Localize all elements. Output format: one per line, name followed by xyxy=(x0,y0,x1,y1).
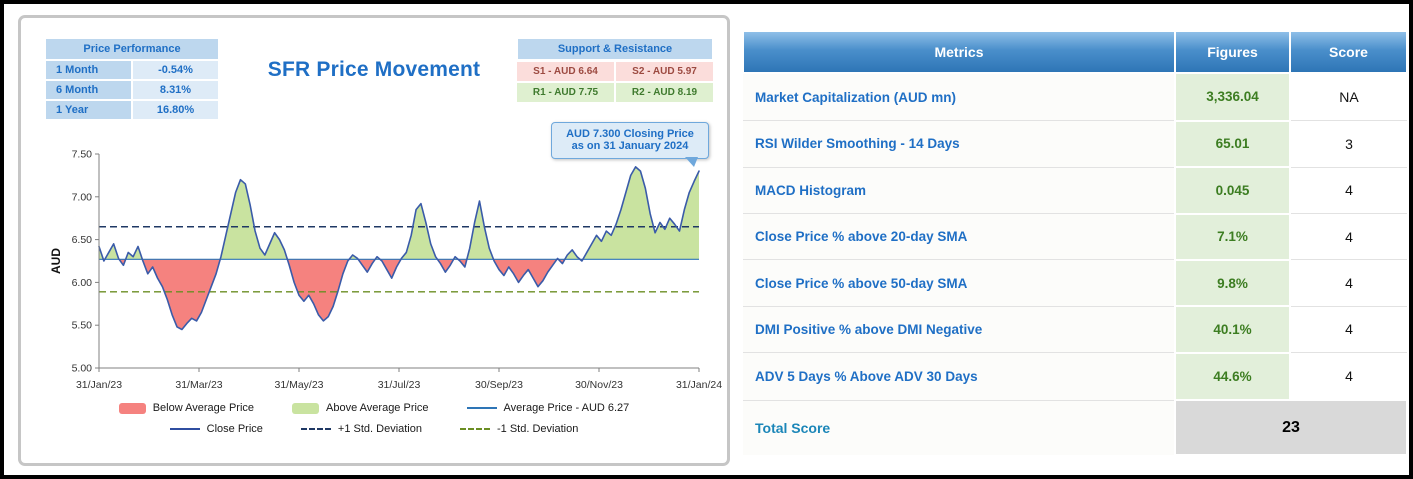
metric-figure: 3,336.04 xyxy=(1174,73,1291,122)
legend-row-2: Close Price +1 Std. Deviation -1 Std. De… xyxy=(21,423,727,435)
table-row: DMI Positive % above DMI Negative 40.1% … xyxy=(743,306,1407,354)
support-1-cell: S1 - AUD 6.64 xyxy=(517,62,614,81)
total-score-label: Total Score xyxy=(743,400,1175,455)
metric-figure: 9.8% xyxy=(1174,259,1291,308)
table-row: MACD Histogram 0.045 4 xyxy=(743,167,1407,215)
metric-score: NA xyxy=(1290,73,1407,122)
support-resistance-grid: S1 - AUD 6.64 S2 - AUD 5.97 R1 - AUD 7.7… xyxy=(517,62,713,102)
below-average-swatch-icon xyxy=(118,402,146,414)
svg-text:7.50: 7.50 xyxy=(72,149,93,161)
price-chart-svg: 5.00 5.50 6.00 6.50 7.00 7.50 31/Jan/23 31/Mar/… xyxy=(49,149,722,392)
metric-score: 3 xyxy=(1290,120,1407,168)
chart-legend: Below Average Price Above Average Price … xyxy=(21,402,727,444)
metric-label: DMI Positive % above DMI Negative xyxy=(743,306,1175,354)
callout-line1: AUD 7.300 Closing Price xyxy=(566,128,694,140)
average-price-swatch-icon xyxy=(466,407,497,409)
pp-1-year-label: 1 Year xyxy=(45,100,132,120)
legend-label: Average Price - AUD 6.27 xyxy=(503,402,630,414)
header-score: Score xyxy=(1289,30,1408,74)
table-row: Close Price % above 50-day SMA 9.8% 4 xyxy=(743,259,1407,308)
above-average-swatch-icon xyxy=(292,402,320,414)
support-resistance-table: Support & Resistance S1 - AUD 6.64 S2 - … xyxy=(517,38,713,102)
support-2-cell: S2 - AUD 5.97 xyxy=(616,62,713,81)
metric-score: 4 xyxy=(1290,306,1407,354)
closing-price-callout: AUD 7.300 Closing Price as on 31 January… xyxy=(551,122,709,167)
svg-text:31/May/23: 31/May/23 xyxy=(274,379,323,391)
svg-text:30/Sep/23: 30/Sep/23 xyxy=(475,379,523,391)
legend-item-minus-std: -1 Std. Deviation xyxy=(460,423,578,435)
callout-line2: as on 31 January 2024 xyxy=(571,140,689,152)
metric-score: 4 xyxy=(1290,213,1407,261)
legend-label: -1 Std. Deviation xyxy=(497,423,579,435)
chart-title: SFR Price Movement xyxy=(267,58,481,81)
svg-text:31/Jan/23: 31/Jan/23 xyxy=(76,379,122,391)
metric-label: Close Price % above 50-day SMA xyxy=(743,259,1175,307)
pp-6-month-value: 8.31% xyxy=(132,80,219,100)
table-row: RSI Wilder Smoothing - 14 Days 65.01 3 xyxy=(743,120,1407,169)
price-performance-row: 1 Month -0.54% xyxy=(45,60,219,80)
svg-text:6.50: 6.50 xyxy=(72,234,93,246)
price-movement-panel: Price Performance 1 Month -0.54% 6 Month… xyxy=(18,15,730,466)
support-resistance-title: Support & Resistance xyxy=(517,38,713,60)
metric-label: Close Price % above 20-day SMA xyxy=(743,213,1175,261)
svg-text:31/Jan/24: 31/Jan/24 xyxy=(676,379,722,391)
metric-figure: 7.1% xyxy=(1174,213,1291,261)
metrics-panel: Metrics Figures Score Market Capitalizat… xyxy=(742,30,1408,456)
metric-score: 4 xyxy=(1290,352,1407,401)
legend-label: Above Average Price xyxy=(326,402,429,414)
legend-item-above-average: Above Average Price xyxy=(292,402,429,414)
metric-figure: 65.01 xyxy=(1174,120,1291,169)
svg-text:5.00: 5.00 xyxy=(72,363,93,375)
pp-1-month-value: -0.54% xyxy=(132,60,219,80)
total-score-row: Total Score 23 xyxy=(743,399,1408,456)
metric-label: ADV 5 Days % Above ADV 30 Days xyxy=(743,352,1175,401)
svg-text:AUD: AUD xyxy=(49,248,63,274)
svg-text:5.50: 5.50 xyxy=(72,320,93,332)
metric-figure: 40.1% xyxy=(1174,306,1291,354)
metric-score: 4 xyxy=(1290,259,1407,307)
legend-label: Below Average Price xyxy=(152,402,255,414)
metric-figure: 0.045 xyxy=(1174,167,1291,215)
metrics-table: Metrics Figures Score Market Capitalizat… xyxy=(742,30,1408,456)
resistance-1-cell: R1 - AUD 7.75 xyxy=(517,83,614,102)
legend-label: Close Price xyxy=(206,423,263,435)
resistance-2-cell: R2 - AUD 8.19 xyxy=(616,83,713,102)
table-row: ADV 5 Days % Above ADV 30 Days 44.6% 4 xyxy=(743,352,1407,402)
pp-1-month-label: 1 Month xyxy=(45,60,132,80)
minus-std-swatch-icon xyxy=(460,428,490,430)
metric-score: 4 xyxy=(1290,167,1407,215)
metric-label: RSI Wilder Smoothing - 14 Days xyxy=(743,120,1175,168)
header-figures: Figures xyxy=(1174,30,1291,74)
legend-row-1: Below Average Price Above Average Price … xyxy=(21,402,727,414)
metric-figure: 44.6% xyxy=(1174,352,1291,402)
legend-item-plus-std: +1 Std. Deviation xyxy=(300,423,422,435)
metrics-header-row: Metrics Figures Score xyxy=(742,30,1408,74)
svg-text:31/Jul/23: 31/Jul/23 xyxy=(378,379,421,391)
header-metrics: Metrics xyxy=(742,30,1176,74)
pp-1-year-value: 16.80% xyxy=(132,100,219,120)
metric-label: Market Capitalization (AUD mn) xyxy=(743,73,1175,122)
legend-item-average-price: Average Price - AUD 6.27 xyxy=(466,402,630,414)
close-price-swatch-icon xyxy=(169,428,200,430)
legend-item-below-average: Below Average Price xyxy=(118,402,255,414)
price-performance-row: 6 Month 8.31% xyxy=(45,80,219,100)
total-score-value: 23 xyxy=(1174,399,1408,456)
price-performance-table: Price Performance 1 Month -0.54% 6 Month… xyxy=(45,38,219,120)
plus-std-swatch-icon xyxy=(300,428,331,430)
legend-label: +1 Std. Deviation xyxy=(337,423,422,435)
svg-text:30/Nov/23: 30/Nov/23 xyxy=(575,379,623,391)
table-row: Market Capitalization (AUD mn) 3,336.04 … xyxy=(743,73,1407,122)
legend-item-close-price: Close Price xyxy=(169,423,263,435)
table-row: Close Price % above 20-day SMA 7.1% 4 xyxy=(743,213,1407,261)
pp-6-month-label: 6 Month xyxy=(45,80,132,100)
price-performance-row: 1 Year 16.80% xyxy=(45,100,219,120)
metric-label: MACD Histogram xyxy=(743,167,1175,215)
svg-text:6.00: 6.00 xyxy=(72,277,93,289)
svg-text:31/Mar/23: 31/Mar/23 xyxy=(175,379,222,391)
price-performance-title: Price Performance xyxy=(45,38,219,60)
svg-text:7.00: 7.00 xyxy=(72,191,93,203)
